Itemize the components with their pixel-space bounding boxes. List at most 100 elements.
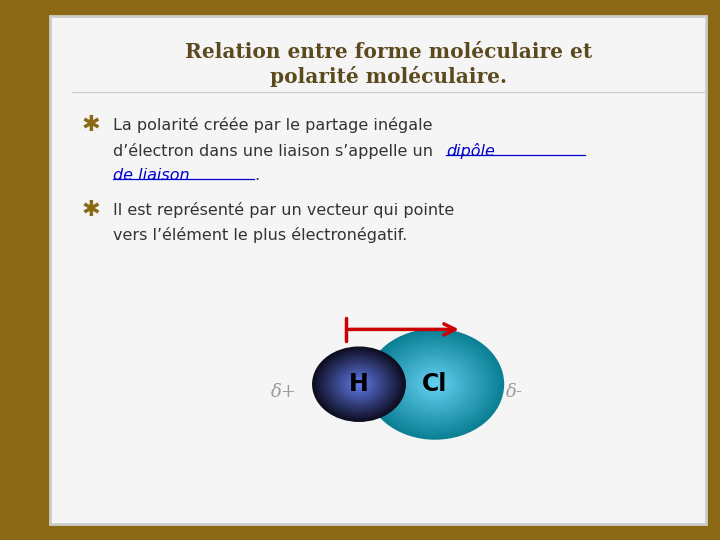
Text: vers l’élément le plus électronégatif.: vers l’élément le plus électronégatif. bbox=[113, 227, 408, 244]
Circle shape bbox=[403, 359, 467, 410]
Circle shape bbox=[399, 355, 472, 413]
Circle shape bbox=[424, 375, 446, 393]
Text: Il est représenté par un vecteur qui pointe: Il est représenté par un vecteur qui poi… bbox=[113, 202, 454, 218]
Circle shape bbox=[381, 341, 490, 428]
Circle shape bbox=[369, 332, 500, 437]
Circle shape bbox=[354, 380, 365, 389]
Text: .: . bbox=[254, 167, 260, 183]
Circle shape bbox=[415, 368, 454, 400]
Circle shape bbox=[328, 359, 390, 409]
Circle shape bbox=[382, 342, 488, 427]
Circle shape bbox=[420, 372, 451, 396]
Circle shape bbox=[318, 351, 400, 417]
Text: H: H bbox=[349, 372, 369, 396]
Circle shape bbox=[337, 367, 381, 402]
Text: Relation entre forme moléculaire et: Relation entre forme moléculaire et bbox=[185, 42, 593, 62]
Circle shape bbox=[396, 353, 474, 416]
Circle shape bbox=[395, 352, 475, 417]
Circle shape bbox=[315, 349, 403, 420]
Circle shape bbox=[397, 354, 473, 414]
Circle shape bbox=[352, 379, 366, 389]
Circle shape bbox=[330, 361, 388, 408]
Circle shape bbox=[325, 357, 393, 411]
Circle shape bbox=[375, 336, 495, 433]
Circle shape bbox=[345, 373, 373, 396]
Text: ✱: ✱ bbox=[81, 116, 100, 136]
Circle shape bbox=[318, 352, 400, 417]
Circle shape bbox=[410, 364, 460, 404]
Circle shape bbox=[418, 371, 452, 397]
Circle shape bbox=[333, 364, 384, 404]
Circle shape bbox=[312, 347, 405, 421]
Circle shape bbox=[386, 345, 484, 423]
Circle shape bbox=[351, 377, 367, 391]
Circle shape bbox=[346, 374, 372, 395]
Circle shape bbox=[408, 363, 462, 406]
Circle shape bbox=[411, 365, 459, 403]
Circle shape bbox=[324, 356, 394, 412]
Circle shape bbox=[383, 343, 487, 426]
Text: La polarité créée par le partage inégale: La polarité créée par le partage inégale bbox=[113, 117, 433, 133]
Circle shape bbox=[355, 381, 363, 387]
Circle shape bbox=[414, 367, 456, 401]
Circle shape bbox=[340, 369, 378, 400]
Circle shape bbox=[348, 375, 370, 393]
Circle shape bbox=[320, 353, 399, 416]
Circle shape bbox=[402, 357, 469, 411]
Circle shape bbox=[341, 370, 377, 399]
Circle shape bbox=[432, 382, 438, 387]
Circle shape bbox=[378, 339, 492, 430]
Circle shape bbox=[343, 372, 375, 397]
Circle shape bbox=[357, 383, 361, 386]
Circle shape bbox=[387, 346, 482, 422]
Circle shape bbox=[428, 379, 442, 390]
Circle shape bbox=[315, 349, 402, 419]
Circle shape bbox=[366, 329, 503, 439]
Circle shape bbox=[417, 370, 453, 399]
Text: de liaison: de liaison bbox=[113, 167, 190, 183]
Circle shape bbox=[314, 348, 405, 421]
Text: dipôle: dipôle bbox=[446, 143, 495, 159]
Circle shape bbox=[374, 335, 497, 434]
Circle shape bbox=[323, 355, 395, 413]
Circle shape bbox=[392, 349, 478, 419]
Circle shape bbox=[321, 354, 397, 415]
Circle shape bbox=[326, 357, 392, 411]
Circle shape bbox=[323, 355, 396, 414]
Text: δ-: δ- bbox=[505, 383, 523, 401]
Text: Cl: Cl bbox=[423, 372, 448, 396]
Circle shape bbox=[347, 374, 372, 394]
Circle shape bbox=[333, 363, 385, 406]
Circle shape bbox=[368, 330, 502, 438]
Text: δ+: δ+ bbox=[271, 383, 297, 401]
Circle shape bbox=[372, 334, 498, 435]
Circle shape bbox=[413, 366, 457, 402]
Circle shape bbox=[336, 365, 382, 403]
Circle shape bbox=[358, 383, 360, 385]
Circle shape bbox=[320, 353, 397, 415]
Circle shape bbox=[332, 362, 387, 406]
Text: d’électron dans une liaison s’appelle un: d’électron dans une liaison s’appelle un bbox=[113, 143, 438, 159]
Circle shape bbox=[389, 347, 481, 421]
Circle shape bbox=[406, 361, 464, 408]
Circle shape bbox=[344, 372, 374, 396]
Circle shape bbox=[377, 337, 494, 431]
Circle shape bbox=[429, 380, 441, 389]
Text: ✱: ✱ bbox=[81, 200, 100, 220]
Text: polarité moléculaire.: polarité moléculaire. bbox=[270, 65, 508, 86]
Circle shape bbox=[407, 362, 463, 407]
Circle shape bbox=[390, 348, 480, 420]
Circle shape bbox=[348, 376, 369, 393]
Circle shape bbox=[384, 344, 485, 424]
Circle shape bbox=[427, 377, 444, 391]
Circle shape bbox=[336, 366, 382, 402]
Circle shape bbox=[400, 356, 470, 412]
Circle shape bbox=[356, 382, 362, 387]
Circle shape bbox=[327, 359, 391, 410]
Circle shape bbox=[426, 376, 445, 392]
Circle shape bbox=[351, 378, 366, 390]
Circle shape bbox=[433, 383, 436, 386]
Circle shape bbox=[338, 368, 379, 401]
Circle shape bbox=[393, 350, 477, 418]
Circle shape bbox=[371, 333, 499, 436]
